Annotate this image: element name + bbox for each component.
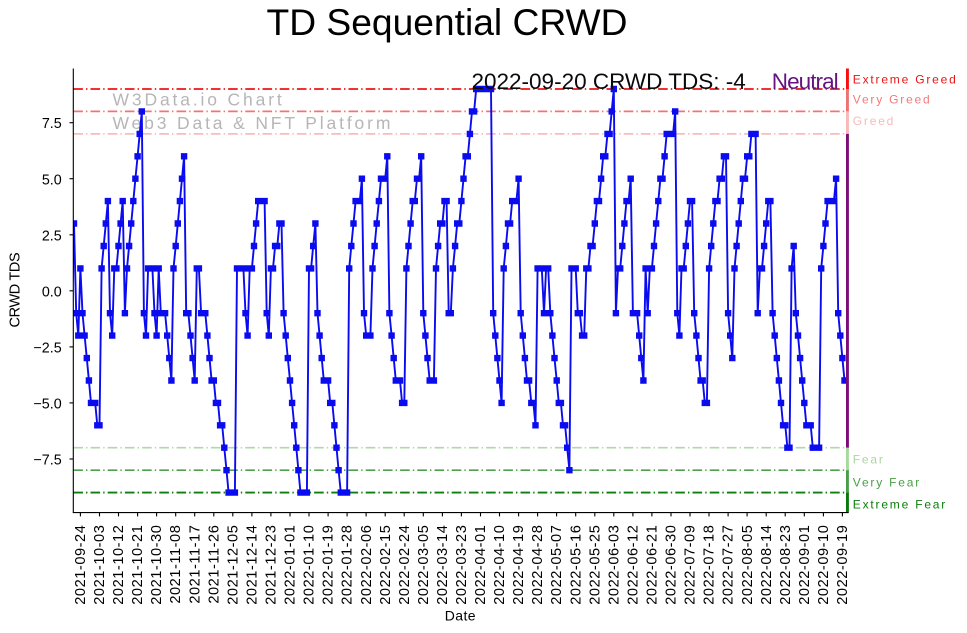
svg-text:2022-02-15: 2022-02-15 bbox=[378, 525, 394, 605]
svg-text:2021-12-05: 2021-12-05 bbox=[225, 525, 241, 605]
svg-text:2022-05-25: 2022-05-25 bbox=[587, 525, 603, 605]
svg-text:Web3 Data & NFT Platform: Web3 Data & NFT Platform bbox=[113, 113, 394, 133]
svg-text:2022-01-10: 2022-01-10 bbox=[302, 525, 318, 605]
svg-text:7.5: 7.5 bbox=[42, 116, 62, 132]
svg-text:2021-09-24: 2021-09-24 bbox=[73, 525, 89, 605]
svg-text:2022-01-28: 2022-01-28 bbox=[340, 525, 356, 605]
svg-text:2022-01-01: 2022-01-01 bbox=[283, 525, 299, 605]
svg-text:2022-09-01: 2022-09-01 bbox=[797, 525, 813, 605]
svg-text:−2.5: −2.5 bbox=[33, 341, 61, 357]
svg-text:Very Greed: Very Greed bbox=[853, 93, 932, 107]
svg-text:Neutral: Neutral bbox=[772, 69, 838, 94]
svg-text:Date: Date bbox=[445, 608, 476, 624]
svg-text:2022-09-20 CRWD TDS: -4: 2022-09-20 CRWD TDS: -4 bbox=[472, 69, 746, 94]
svg-text:5.0: 5.0 bbox=[42, 172, 62, 188]
svg-text:2022-08-05: 2022-08-05 bbox=[740, 525, 756, 605]
svg-text:2022-09-19: 2022-09-19 bbox=[835, 525, 851, 605]
svg-text:2022-06-12: 2022-06-12 bbox=[626, 525, 642, 605]
svg-text:2022-01-19: 2022-01-19 bbox=[321, 525, 337, 605]
svg-text:2022-07-18: 2022-07-18 bbox=[702, 525, 718, 605]
svg-text:Fear: Fear bbox=[853, 452, 885, 466]
svg-text:2022-04-01: 2022-04-01 bbox=[473, 525, 489, 605]
svg-text:2022-04-19: 2022-04-19 bbox=[511, 525, 527, 605]
svg-text:−5.0: −5.0 bbox=[33, 397, 61, 413]
svg-text:0.0: 0.0 bbox=[42, 284, 62, 300]
svg-text:Very Fear: Very Fear bbox=[853, 476, 921, 490]
svg-text:−7.5: −7.5 bbox=[33, 453, 61, 469]
svg-text:2021-11-17: 2021-11-17 bbox=[187, 525, 203, 604]
svg-text:2021-10-30: 2021-10-30 bbox=[149, 525, 165, 605]
svg-text:2021-11-08: 2021-11-08 bbox=[168, 525, 184, 604]
svg-text:2022-02-06: 2022-02-06 bbox=[359, 525, 375, 605]
svg-text:Extreme Fear: Extreme Fear bbox=[853, 498, 947, 512]
svg-text:2022-09-10: 2022-09-10 bbox=[816, 525, 832, 605]
svg-text:2021-12-23: 2021-12-23 bbox=[264, 525, 280, 605]
svg-text:2021-11-26: 2021-11-26 bbox=[206, 525, 222, 604]
svg-text:2022-05-16: 2022-05-16 bbox=[568, 525, 584, 605]
svg-text:Greed: Greed bbox=[853, 114, 895, 128]
svg-text:2022-03-23: 2022-03-23 bbox=[454, 525, 470, 605]
svg-text:2022-05-07: 2022-05-07 bbox=[549, 525, 565, 605]
svg-text:2021-10-12: 2021-10-12 bbox=[111, 525, 127, 605]
svg-text:W3Data.io Chart: W3Data.io Chart bbox=[113, 90, 285, 110]
svg-text:2022-08-23: 2022-08-23 bbox=[778, 525, 794, 605]
svg-text:2022-04-28: 2022-04-28 bbox=[530, 525, 546, 605]
svg-text:2022-07-27: 2022-07-27 bbox=[721, 525, 737, 605]
svg-text:2022-03-14: 2022-03-14 bbox=[435, 525, 451, 605]
svg-text:2021-10-03: 2021-10-03 bbox=[92, 525, 108, 605]
svg-text:TD Sequential CRWD: TD Sequential CRWD bbox=[267, 1, 628, 43]
svg-text:Extreme Greed: Extreme Greed bbox=[853, 72, 958, 86]
svg-text:2022-07-09: 2022-07-09 bbox=[683, 525, 699, 605]
svg-text:2022-02-24: 2022-02-24 bbox=[397, 525, 413, 605]
svg-text:2022-04-10: 2022-04-10 bbox=[492, 525, 508, 605]
svg-text:2021-12-14: 2021-12-14 bbox=[245, 525, 261, 605]
svg-text:2022-06-03: 2022-06-03 bbox=[606, 525, 622, 605]
svg-text:2022-06-21: 2022-06-21 bbox=[645, 525, 661, 605]
svg-text:CRWD TDS: CRWD TDS bbox=[8, 253, 24, 328]
svg-text:2022-08-14: 2022-08-14 bbox=[759, 525, 775, 605]
svg-text:2022-03-05: 2022-03-05 bbox=[416, 525, 432, 605]
svg-text:2022-06-30: 2022-06-30 bbox=[664, 525, 680, 605]
svg-text:2021-10-21: 2021-10-21 bbox=[130, 525, 146, 605]
svg-text:2.5: 2.5 bbox=[42, 228, 62, 244]
